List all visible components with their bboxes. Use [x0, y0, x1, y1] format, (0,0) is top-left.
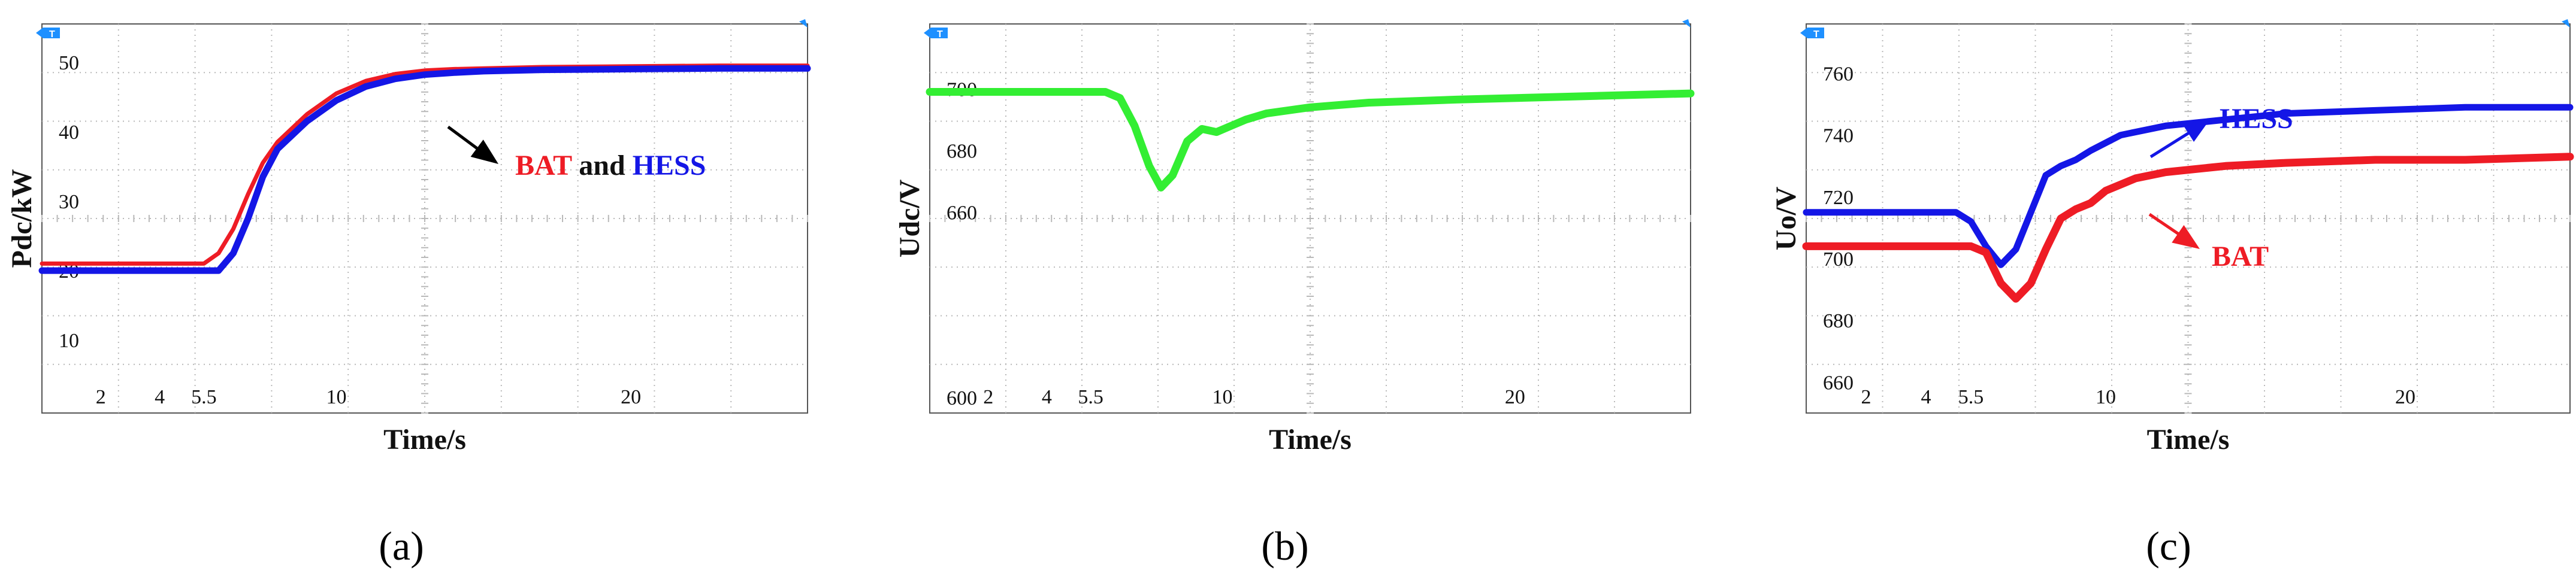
x-tick-label: 4	[155, 386, 165, 408]
trigger-marker-icon	[2562, 19, 2570, 28]
hess-arrow-shaft	[2149, 127, 2197, 159]
trigger-marker-icon	[799, 19, 808, 28]
x-tick-label: 2	[1861, 386, 1871, 408]
panel-label: (b)	[1261, 523, 1308, 569]
trigger-marker-icon	[1682, 19, 1691, 28]
y-tick-label: 40	[59, 122, 79, 144]
y-tick-label: 30	[59, 191, 79, 213]
y-axis-title: Uo/V	[1770, 186, 1802, 250]
x-tick-label: 2	[96, 386, 106, 408]
x-tick-label: 5.5	[1078, 386, 1103, 408]
x-axis-title: Time/s	[2147, 424, 2230, 456]
y-tick-label: 720	[1823, 187, 1854, 209]
annotation-part: and	[572, 150, 632, 181]
series-line-udc	[926, 88, 1695, 192]
channel-marker-icon	[924, 28, 948, 38]
panel-label: (a)	[379, 523, 424, 569]
panel-label: (c)	[2146, 523, 2191, 569]
panel-c: T 2 4 5.5 10 20 660 680 700 720 740 760 Time/s Uo/V (c…	[1770, 19, 2574, 569]
y-tick-label: 760	[1823, 63, 1854, 86]
channel-marker-glyph: T	[937, 29, 943, 40]
x-tick-label: 4	[1921, 386, 1931, 408]
channel-marker-glyph: T	[1813, 29, 1819, 40]
y-tick-label: 680	[947, 141, 977, 163]
channel-marker-icon	[36, 28, 60, 38]
series-line-bat	[1802, 153, 2574, 303]
y-tick-label: 680	[1823, 310, 1854, 332]
series-line-hess	[38, 65, 811, 274]
y-tick-label: 50	[59, 52, 79, 74]
x-tick-label: 5.5	[191, 386, 217, 408]
y-axis-title: Udc/V	[894, 179, 926, 257]
x-tick-label: 10	[1212, 386, 1232, 408]
channel-marker-glyph: T	[49, 29, 55, 40]
x-tick-label: 20	[1505, 386, 1525, 408]
y-tick-label: 660	[947, 202, 977, 224]
x-tick-label: 10	[326, 386, 347, 408]
annotation-part: HESS	[633, 150, 706, 181]
annotation-label: BAT and HESS	[515, 150, 706, 181]
x-tick-label: 5.5	[1958, 386, 1984, 408]
x-tick-label: 20	[621, 386, 641, 408]
y-tick-label: 740	[1823, 125, 1854, 147]
y-tick-label: 700	[1823, 248, 1854, 271]
x-axis-title: Time/s	[1269, 424, 1352, 456]
y-tick-label: 600	[947, 387, 977, 409]
channel-marker-icon	[1800, 28, 1824, 38]
hess-annotation: HESS	[2220, 103, 2293, 135]
y-tick-label: 660	[1823, 372, 1854, 394]
annotation-part: BAT	[515, 150, 572, 181]
y-tick-label: 10	[59, 330, 79, 352]
y-axis-title: Pdc/kW	[6, 169, 38, 268]
x-axis-title: Time/s	[383, 424, 466, 456]
hess-arrow-head	[2182, 119, 2211, 142]
x-tick-label: 10	[2096, 386, 2116, 408]
annotation-arrow-head	[470, 139, 498, 164]
x-tick-label: 4	[1042, 386, 1052, 408]
x-tick-label: 2	[983, 386, 993, 408]
series-line-hess	[1803, 104, 2574, 268]
bat-arrow-head	[2172, 225, 2200, 249]
x-tick-label: 20	[2395, 386, 2415, 408]
bat-annotation: BAT	[2212, 241, 2269, 272]
